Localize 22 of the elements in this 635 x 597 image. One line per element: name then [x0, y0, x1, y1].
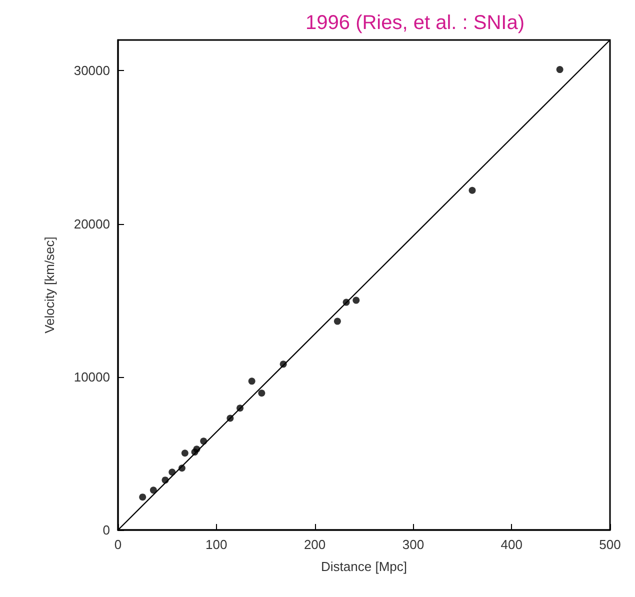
x-tick-label: 300 [402, 537, 424, 552]
y-tick-label: 0 [102, 522, 110, 538]
point [248, 378, 256, 385]
chart-title: 1996 (Ries, et al. : SNIa) [306, 12, 524, 34]
y-axis-title: Velocity [km/sec] [42, 236, 57, 334]
point [334, 318, 341, 325]
point [150, 486, 157, 494]
point [468, 186, 476, 194]
x-tick-label: 500 [599, 537, 621, 552]
x-axis-title: Distance [Mpc] [321, 559, 407, 574]
x-tick-label: 100 [206, 537, 228, 552]
point [556, 66, 564, 74]
y-tick-label: 10000 [74, 369, 110, 384]
x-tick-label: 0 [114, 537, 122, 552]
y-tick-label: 20000 [74, 216, 110, 232]
point [181, 450, 188, 457]
point [139, 494, 146, 501]
point [352, 296, 360, 304]
x-tick-label: 400 [500, 537, 522, 552]
x-tick-label: 200 [304, 537, 326, 552]
point [258, 390, 266, 397]
y-tick-label: 30000 [74, 63, 110, 78]
